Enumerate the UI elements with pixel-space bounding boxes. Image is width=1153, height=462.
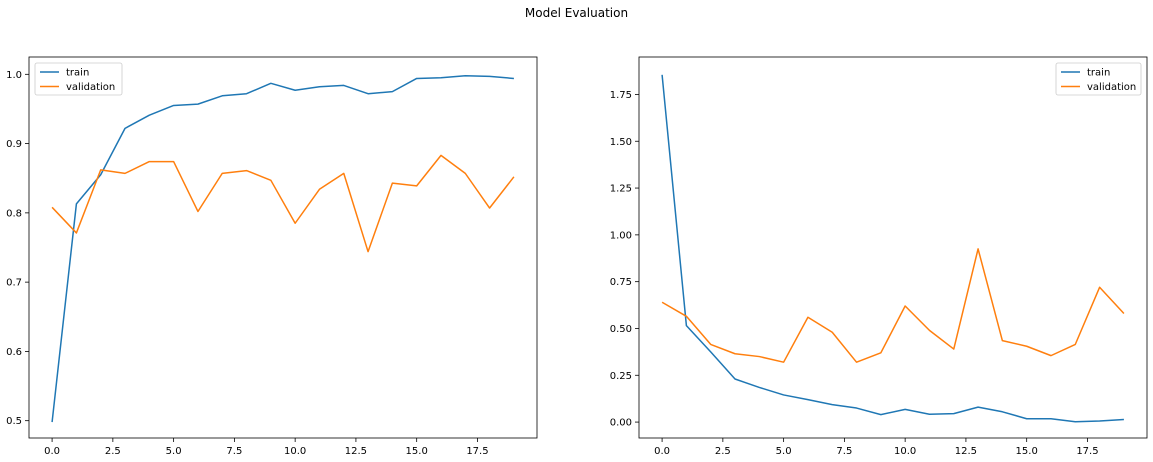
y-tick-label: 0.6 — [6, 347, 22, 358]
y-tick-label: 0.00 — [610, 418, 632, 429]
legend-label-validation: validation — [1087, 82, 1136, 93]
figure-title: Model Evaluation — [524, 6, 629, 20]
y-tick-label: 1.0 — [6, 70, 22, 81]
axes-frame — [28, 56, 538, 439]
series-line-train — [51, 74, 514, 423]
x-tick-label: 10.0 — [894, 446, 916, 457]
subplot-2: 0.0 2.5 5.0 7.5 10.0 12.5 15.0 17.5 0.00 0.25 0.50… — [610, 56, 1148, 457]
legend-label-validation: validation — [66, 82, 115, 93]
axes-frame — [638, 56, 1148, 439]
y-tick-label: 1.75 — [610, 90, 632, 101]
x-tick-label: 12.5 — [955, 446, 977, 457]
x-tick-label: 17.5 — [1076, 446, 1098, 457]
y-tick-label: 0.5 — [6, 416, 22, 427]
series-line-validation — [661, 248, 1125, 363]
legend: train validation — [1055, 62, 1142, 96]
y-tick-label: 0.75 — [610, 277, 632, 288]
series-line-validation — [51, 154, 515, 253]
y-tick-label: 0.50 — [610, 324, 632, 335]
x-tick-label: 15.0 — [406, 446, 428, 457]
y-tick-label: 0.9 — [6, 139, 22, 150]
x-tick-label: 0.0 — [654, 446, 670, 457]
x-tick-label: 2.5 — [715, 446, 731, 457]
y-tick-label: 0.7 — [6, 278, 22, 289]
x-tick-label: 15.0 — [1016, 446, 1038, 457]
x-tick-label: 7.5 — [836, 446, 852, 457]
x-tick-label: 7.5 — [226, 446, 242, 457]
x-tick-label: 0.0 — [44, 446, 60, 457]
y-tick-label: 0.25 — [610, 371, 632, 382]
y-tick-label: 1.50 — [610, 137, 632, 148]
x-tick-label: 2.5 — [105, 446, 121, 457]
y-tick-label: 1.25 — [610, 184, 632, 195]
x-tick-label: 17.5 — [466, 446, 488, 457]
legend: train validation — [34, 62, 123, 96]
subplot-1: 0.0 2.5 5.0 7.5 10.0 12.5 15.0 17.5 0.5 0.6 0.7 0.8… — [6, 56, 538, 457]
legend-label-train: train — [66, 68, 89, 79]
x-tick-label: 10.0 — [284, 446, 306, 457]
x-tick-label: 12.5 — [345, 446, 367, 457]
x-tick-label: 5.0 — [776, 446, 792, 457]
legend-label-train: train — [1087, 68, 1110, 79]
y-tick-label: 0.8 — [6, 208, 22, 219]
y-tick-label: 1.00 — [610, 230, 632, 241]
series-line-train — [661, 74, 1124, 423]
x-tick-label: 5.0 — [166, 446, 182, 457]
